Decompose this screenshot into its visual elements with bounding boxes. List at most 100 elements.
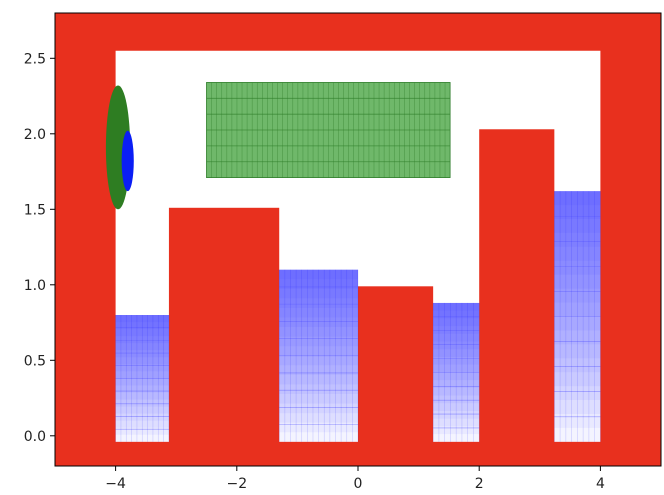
- pit-3-band: [433, 302, 480, 311]
- pit-2-band: [279, 269, 358, 308]
- pit-3-band: [433, 302, 480, 319]
- pit-4-band: [554, 191, 601, 206]
- pit-1-band: [115, 315, 169, 414]
- pit-2-band: [279, 269, 358, 414]
- x-axis: −4 −2 0 2 4: [105, 466, 605, 492]
- pit-1-band: [115, 315, 169, 323]
- pit-2-band: [279, 269, 358, 375]
- pit-2-band: [279, 269, 358, 347]
- pit-4-band: [554, 191, 601, 428]
- pit-3: [432, 302, 480, 442]
- pit-3-band: [433, 302, 480, 357]
- pit-3-band: [433, 302, 480, 381]
- pit-3-band: [433, 302, 480, 327]
- y-tick-label: 2.5: [24, 51, 46, 67]
- y-tick-label: 1.5: [24, 202, 46, 218]
- pit-3-band: [433, 302, 480, 388]
- pit-3-band: [433, 302, 480, 442]
- pit-1-band: [115, 315, 169, 351]
- pit-4-band: [554, 191, 601, 414]
- goal-region: [206, 82, 451, 178]
- pit-4-band: [554, 191, 601, 345]
- pit-3-band: [433, 302, 480, 342]
- pit-2-band: [279, 269, 358, 289]
- x-tick-label: 4: [596, 476, 605, 492]
- pit-2-band: [279, 269, 358, 385]
- pit-2-band: [279, 269, 358, 404]
- wall-pillar-2: [358, 286, 434, 466]
- pit-2-band: [279, 269, 358, 299]
- pit-1-band: [115, 315, 169, 393]
- pit-1-band: [115, 315, 169, 379]
- pit-1-band: [115, 315, 169, 358]
- agent-marker: [105, 85, 134, 210]
- pit-2-band: [279, 269, 358, 366]
- pit-3-band: [433, 302, 480, 427]
- wall-pillar-3: [479, 129, 555, 466]
- pit-4-band: [554, 191, 601, 331]
- y-tick-label: 1.0: [24, 278, 46, 294]
- wall-pillar-1: [168, 207, 280, 467]
- pit-1-band: [115, 315, 169, 421]
- pit-3-band: [433, 302, 480, 334]
- pit-3-band: [433, 302, 480, 411]
- pit-4: [554, 191, 601, 442]
- pit-3-band: [433, 302, 480, 435]
- pit-1-band: [115, 315, 169, 435]
- x-tick-label: −4: [105, 476, 126, 492]
- pit-2: [278, 269, 359, 442]
- pit-1-band: [115, 315, 169, 400]
- pit-4-band: [554, 191, 601, 275]
- pit-2-band: [279, 269, 358, 328]
- pit-1-band: [115, 315, 169, 386]
- pit-1-band: [115, 315, 169, 344]
- pit-4-band: [554, 191, 601, 220]
- pit-4-band: [554, 191, 601, 387]
- pit-4-band: [554, 191, 601, 401]
- y-tick-label: 2.0: [24, 127, 46, 143]
- pit-1-band: [115, 315, 169, 442]
- pit-4-band: [554, 191, 601, 373]
- pit-2-band: [279, 269, 358, 356]
- pit-2-band: [279, 269, 358, 280]
- pit-3-band: [433, 302, 480, 396]
- pit-2-band: [279, 269, 358, 395]
- pit-3-band: [433, 302, 480, 419]
- pit-4-band: [554, 191, 601, 303]
- pit-4-band: [554, 191, 601, 442]
- pit-2-band: [279, 269, 358, 433]
- pit-4-band: [554, 191, 601, 317]
- pit-4-band: [554, 191, 601, 261]
- wall-outer-top: [55, 13, 661, 51]
- x-tick-label: −2: [226, 476, 247, 492]
- pit-2-band: [279, 269, 358, 337]
- pit-1-band: [115, 315, 169, 337]
- pit-1-band: [115, 315, 169, 330]
- pit-1-band: [115, 315, 169, 407]
- pit-4-band: [554, 191, 601, 233]
- pit-2-band: [279, 269, 358, 318]
- pit-3-band: [433, 302, 480, 365]
- y-axis: 0.0 0.5 1.0 1.5 2.0 2.5: [24, 51, 55, 445]
- pit-4-band: [554, 191, 601, 289]
- pit-3-band: [433, 302, 480, 404]
- pit-1-band: [115, 315, 169, 365]
- pit-3-band: [433, 302, 480, 373]
- pit-4-band: [554, 191, 601, 359]
- pit-2-band: [279, 269, 358, 442]
- pit-1: [115, 315, 170, 442]
- wall-outer-right: [600, 13, 661, 466]
- pits-layer: [115, 191, 601, 442]
- pit-2-band: [279, 269, 358, 423]
- x-tick-label: 2: [475, 476, 484, 492]
- pit-4-band: [554, 191, 601, 247]
- x-tick-label: 0: [354, 476, 363, 492]
- y-tick-label: 0.5: [24, 353, 46, 369]
- walls-layer: [55, 13, 661, 467]
- wall-outer-left: [55, 13, 116, 466]
- agent-inner-ellipse: [121, 130, 134, 192]
- y-tick-label: 0.0: [24, 429, 46, 445]
- pit-1-band: [115, 315, 169, 372]
- pit-1-band: [115, 315, 169, 428]
